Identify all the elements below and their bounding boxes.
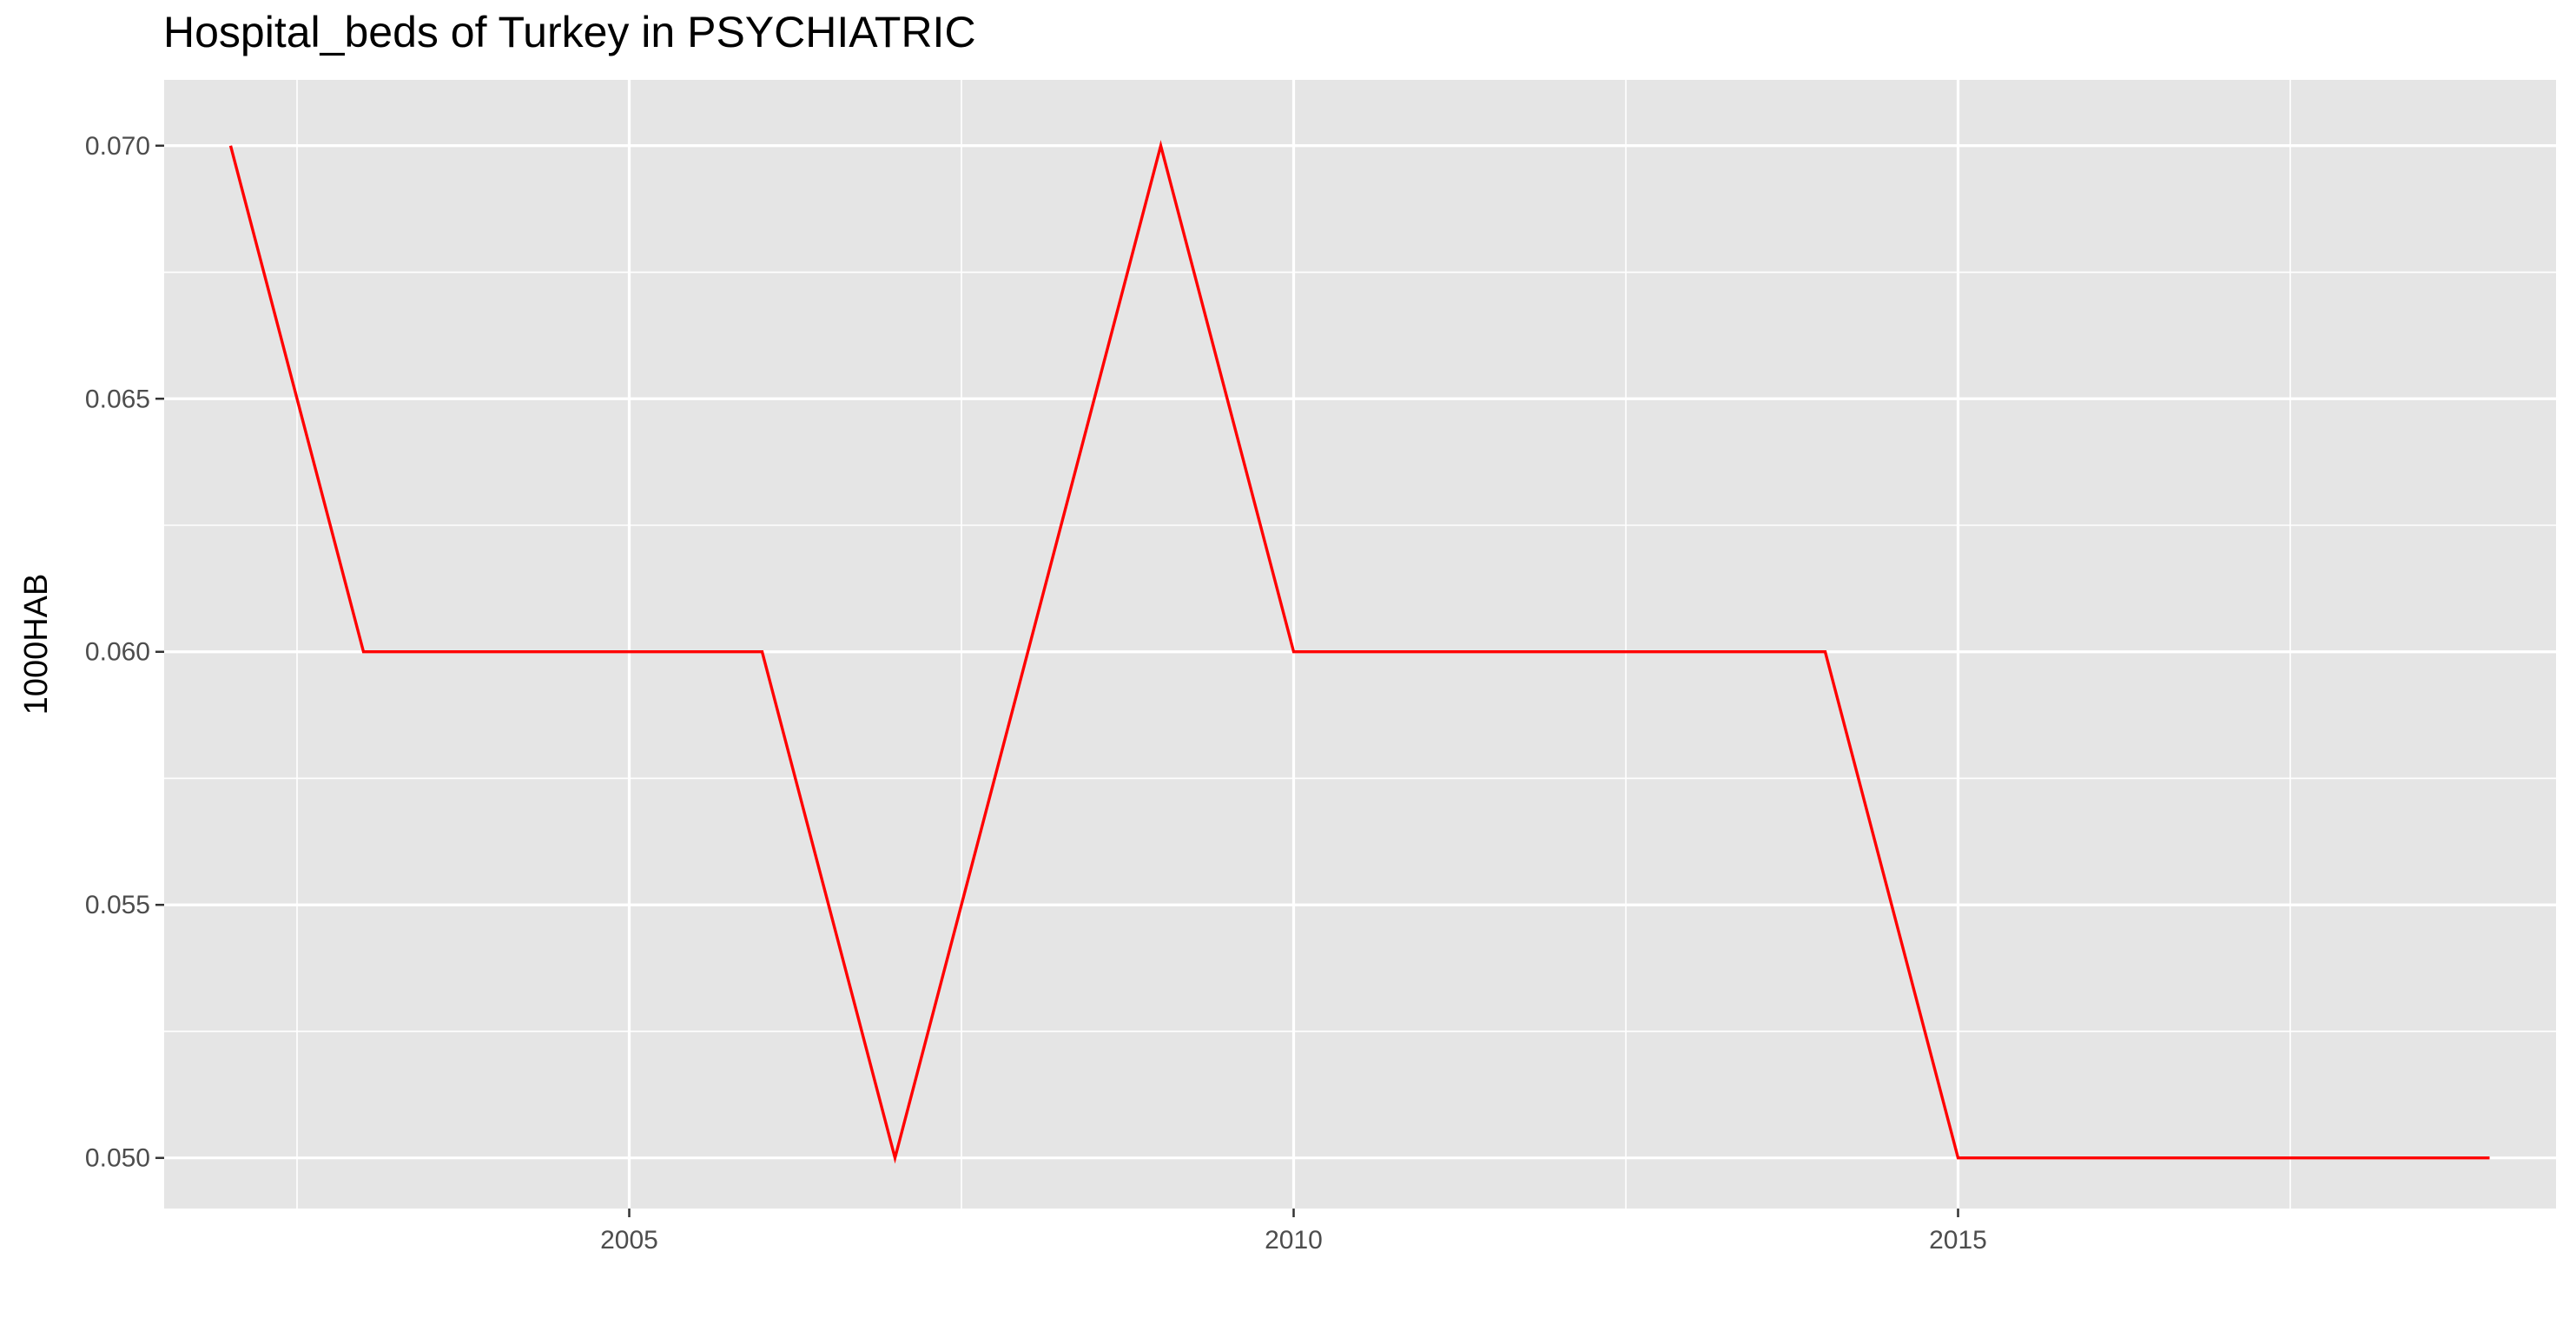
x-tick-label: 2010	[1265, 1226, 1323, 1255]
grid-minor	[164, 80, 2556, 1209]
x-tick-label: 2015	[1929, 1226, 1987, 1255]
series-layer	[228, 140, 2490, 1164]
y-tick-label: 0.055	[85, 891, 150, 919]
y-axis: 0.050 0.055 0.060 0.065 0.070	[85, 132, 164, 1173]
y-tick-label: 0.065	[85, 385, 150, 413]
y-axis-title: 1000HAB	[18, 574, 55, 715]
x-tick-label: 2005	[600, 1226, 658, 1255]
y-tick-label: 0.070	[85, 132, 150, 161]
chart-title: Hospital_beds of Turkey in PSYCHIATRIC	[163, 8, 976, 56]
y-tick-label: 0.060	[85, 638, 150, 667]
y-tick-label: 0.050	[85, 1144, 150, 1173]
series-line-0	[228, 140, 2490, 1164]
x-axis: 2005 2010 2015	[600, 1209, 1987, 1255]
plot-panel	[164, 80, 2556, 1209]
